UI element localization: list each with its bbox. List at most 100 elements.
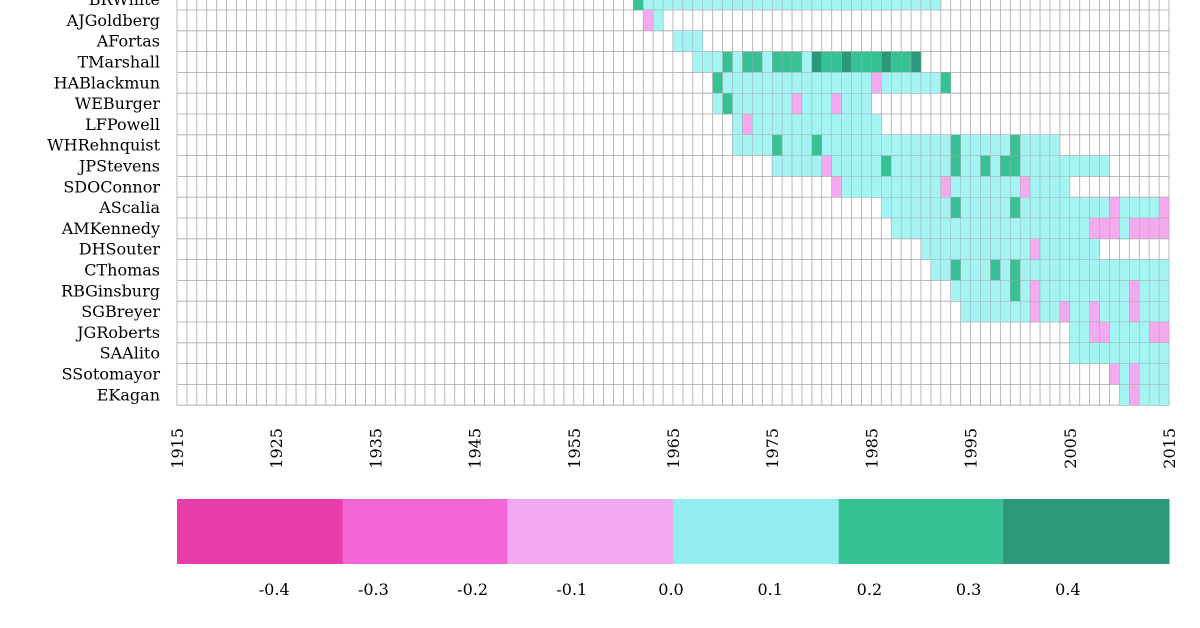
heatmap-cell (742, 72, 753, 94)
justice-label: LFPowell (85, 115, 160, 134)
heatmap-cell (851, 134, 862, 156)
heatmap-cell (1020, 238, 1031, 260)
heatmap-cell (712, 51, 723, 73)
heatmap-cell (900, 51, 912, 73)
heatmap-cell (781, 72, 793, 94)
heatmap-cell (1039, 259, 1051, 281)
heatmap-cell (1129, 321, 1140, 343)
heatmap-cell (801, 113, 813, 135)
colorbar (177, 499, 1170, 564)
heatmap-cell (742, 92, 753, 115)
justice-label: TMarshall (77, 53, 160, 72)
heatmap-cell (1020, 301, 1031, 323)
heatmap-cell (762, 92, 773, 115)
heatmap-cell (791, 92, 803, 115)
heatmap-cell (1119, 363, 1130, 385)
heatmap-cell (851, 113, 862, 135)
heatmap-cell (871, 113, 882, 135)
heatmap-cell (742, 51, 753, 73)
heatmap-cell (1010, 238, 1021, 260)
heatmap-cell (990, 134, 1001, 156)
justice-label: SAAlito (100, 344, 160, 363)
heatmap-cell (1158, 196, 1170, 219)
heatmap-cell (811, 0, 823, 11)
heatmap-cell (1000, 176, 1011, 198)
heatmap-cell (900, 134, 912, 156)
heatmap-cell (841, 0, 852, 11)
heatmap-cell (1148, 217, 1160, 239)
colorbar-bin (342, 499, 508, 564)
heatmap-cell (920, 155, 932, 177)
heatmap-cell (781, 0, 793, 11)
justice-label: WEBurger (75, 94, 161, 113)
heatmap-cell (1089, 280, 1100, 302)
heatmap-cell (1139, 280, 1150, 302)
heatmap-cell (1059, 176, 1071, 198)
heatmap-cell (990, 176, 1001, 198)
heatmap-cell (791, 0, 803, 11)
colorbar-bin (1003, 499, 1170, 564)
heatmap-cell (900, 155, 912, 177)
year-tick-label: 1925 (267, 428, 286, 469)
heatmap-cell (772, 72, 783, 94)
heatmap-cell (801, 134, 813, 156)
heatmap-cell (1010, 301, 1021, 323)
heatmap-cell (970, 134, 981, 156)
heatmap-cell (910, 51, 922, 73)
heatmap-cell (950, 280, 961, 302)
heatmap-cell (682, 30, 694, 52)
heatmap-cell (1089, 217, 1100, 239)
heatmap-cell (950, 238, 961, 260)
heatmap-cell (762, 72, 773, 94)
heatmap-cell (960, 301, 971, 323)
heatmap-cell (950, 155, 961, 177)
heatmap-cell (980, 301, 991, 323)
heatmap-cell (1148, 342, 1160, 364)
heatmap-cell (732, 72, 743, 94)
heatmap-cell (1119, 196, 1130, 219)
justice-label: EKagan (97, 385, 160, 404)
heatmap-cell (900, 217, 912, 239)
heatmap-cell (930, 0, 942, 11)
heatmap-cell (1010, 196, 1021, 219)
heatmap-cell (1039, 196, 1051, 219)
heatmap-cell (1158, 217, 1170, 239)
heatmap-cell (722, 72, 733, 94)
heatmap-cell (1029, 155, 1041, 177)
heatmap-cell (1059, 259, 1071, 281)
justice-label: HABlackmun (54, 73, 160, 92)
heatmap-cell (712, 72, 723, 94)
heatmap-cell (1020, 176, 1031, 198)
heatmap-cell (960, 196, 971, 219)
heatmap-cell (831, 113, 842, 135)
heatmap-cell (821, 113, 832, 135)
heatmap-cell (732, 134, 743, 156)
heatmap-cell (950, 134, 961, 156)
heatmap-cell (1069, 342, 1080, 364)
year-tick-label: 1955 (565, 428, 584, 469)
year-labels: 1915 1925 1935 1945 1955 1965 1975 1985 1995 2005… (168, 428, 1179, 469)
heatmap-cell (990, 238, 1001, 260)
heatmap-cell (652, 9, 664, 31)
heatmap-cell (801, 155, 813, 177)
heatmap-cell (801, 92, 813, 115)
heatmap-cell (821, 155, 832, 177)
heatmap-cell (920, 217, 932, 239)
heatmap-cell (930, 155, 942, 177)
heatmap-cell (1049, 301, 1061, 323)
heatmap-cell (1148, 280, 1160, 302)
year-tick-label: 1975 (763, 428, 782, 469)
heatmap-cell (1029, 280, 1041, 302)
heatmap-cell (980, 196, 991, 219)
heatmap-cell (910, 196, 922, 219)
heatmap-cell (851, 155, 862, 177)
heatmap-cell (821, 134, 832, 156)
heatmap-cell (861, 0, 872, 11)
justice-label: BRWhite (89, 0, 160, 9)
heatmap-cell (861, 176, 872, 198)
heatmap-cell (960, 280, 971, 302)
heatmap-cell (841, 134, 852, 156)
heatmap-cell (1049, 155, 1061, 177)
heatmap-cell (672, 30, 684, 52)
